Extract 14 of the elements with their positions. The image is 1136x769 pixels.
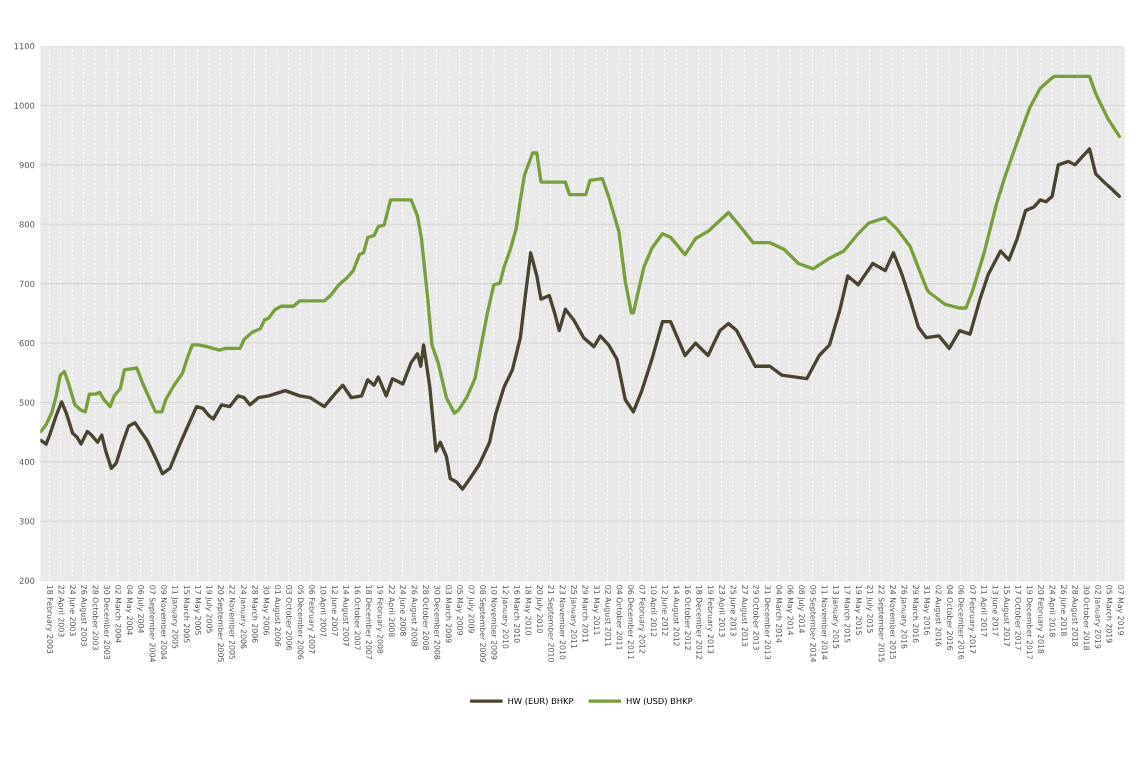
legend-label: HW (USD) BHKP: [626, 697, 693, 706]
y-tick-label: 900: [19, 161, 35, 169]
y-tick-label: 300: [19, 518, 35, 525]
y-tick-label: 600: [19, 340, 35, 347]
y-tick-label: 500: [19, 399, 35, 406]
y-tick-label: 400: [19, 458, 35, 466]
y-tick-label: 800: [19, 221, 35, 228]
legend-label: HW (EUR) BHKP: [508, 697, 574, 706]
y-tick-label: 1100: [14, 43, 35, 50]
y-tick-label: 700: [19, 280, 35, 287]
line-series: [39, 147, 1122, 491]
line-series: [39, 74, 1122, 434]
y-tick-label: 1000: [14, 102, 35, 109]
y-tick-label: 200: [19, 577, 35, 584]
